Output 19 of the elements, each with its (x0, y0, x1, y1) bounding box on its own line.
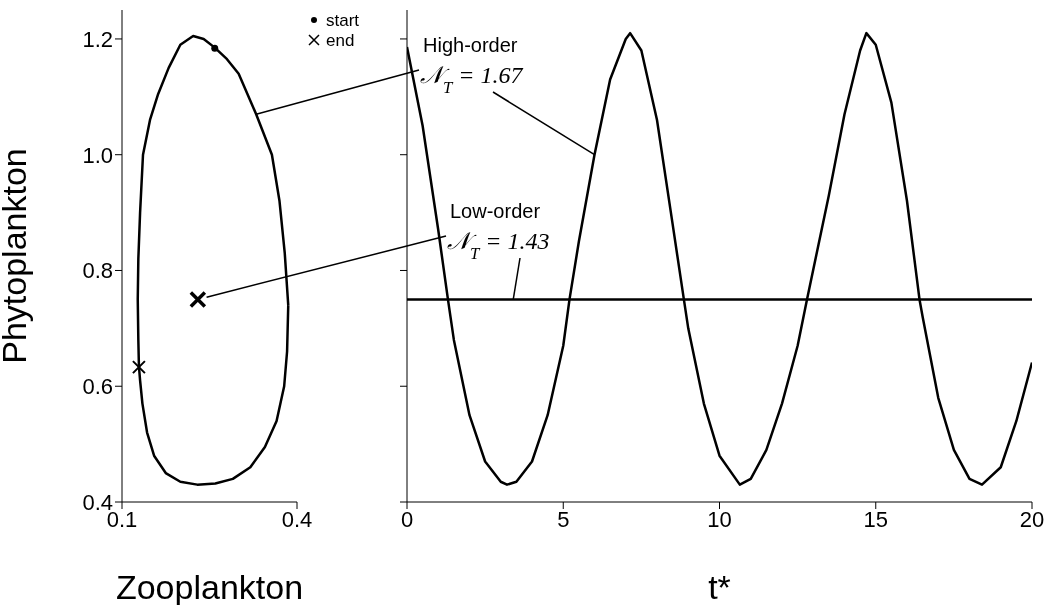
legend-label: start (326, 11, 360, 30)
y-axis-title: Phytoplankton (0, 148, 34, 364)
point (211, 44, 219, 52)
y-tick-label: 0.8 (82, 258, 113, 284)
y-tick-label: 1.2 (82, 26, 113, 52)
legend-label: High-order 𝒩$_{T}$ = 1.67 (420, 34, 524, 97)
x-tick-label: 20 (1019, 506, 1045, 532)
point (189, 290, 207, 309)
x-axis-title: t* (708, 568, 731, 605)
y-tick-label: 0.6 (82, 374, 113, 400)
x-tick-label: 10 (707, 506, 732, 532)
series-label: Low-order 𝒩$_{T}$ = 1.43 (447, 200, 550, 263)
x-tick-label: 15 (863, 506, 888, 532)
x-tick-label: 5 (557, 506, 570, 532)
y-tick-label: 1.0 (82, 142, 113, 168)
point (131, 360, 146, 375)
x-tick-label: 0 (400, 506, 414, 532)
legend-label: end (326, 31, 355, 50)
x-tick-label: 0.4 (281, 506, 313, 532)
